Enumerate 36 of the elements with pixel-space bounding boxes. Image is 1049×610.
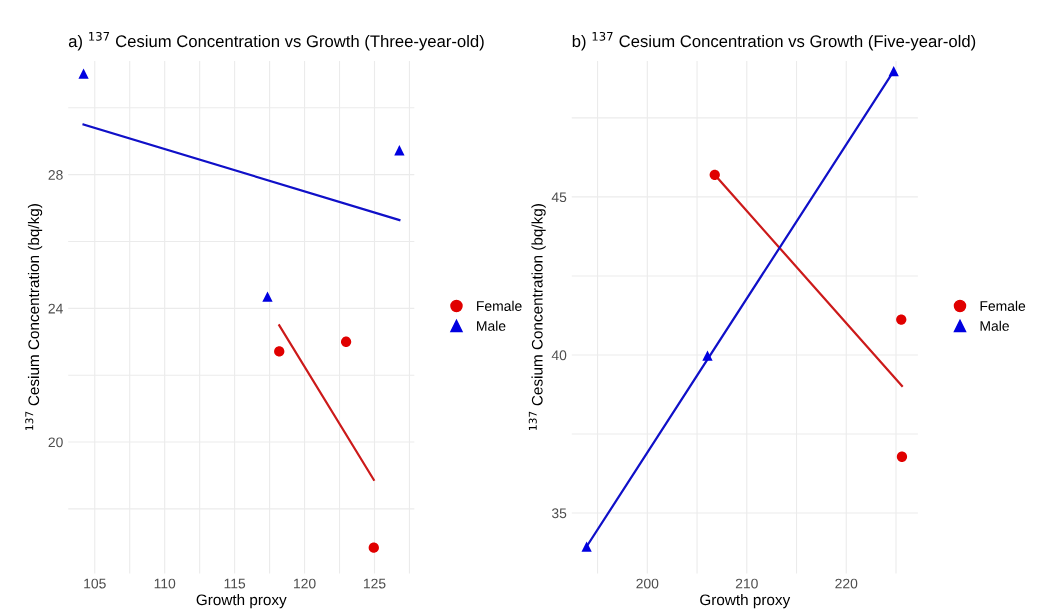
x-axis-title: Growth proxy	[196, 593, 287, 609]
point	[896, 451, 908, 462]
chart-title: a) $^{137}$ Cesium Concentration vs Growth (Three-year-old)	[68, 31, 484, 51]
point	[78, 68, 89, 79]
point	[702, 350, 713, 361]
y-axis-title: $^{137}$ Cesium Concentration (bq/kg)	[528, 204, 546, 430]
y-tick-label: 28	[48, 169, 63, 180]
x-tick-label: 210	[735, 578, 758, 589]
point	[896, 314, 907, 325]
legend-label: Male	[980, 320, 1009, 331]
point	[262, 291, 273, 302]
point	[888, 65, 899, 77]
x-tick-label: 110	[154, 578, 176, 589]
x-axis-title: Growth proxy	[700, 593, 791, 609]
point	[274, 346, 285, 357]
point	[709, 169, 720, 180]
x-tick-label: 125	[363, 578, 386, 589]
legend-label: Female	[477, 300, 522, 311]
y-tick-label: 24	[48, 303, 63, 314]
x-tick-label: 120	[294, 578, 316, 589]
y-tick-label: 40	[551, 350, 567, 361]
point	[394, 145, 405, 156]
point	[368, 542, 379, 553]
point	[340, 336, 352, 347]
legend-label: Male	[477, 320, 506, 331]
x-tick-label: 115	[224, 578, 246, 589]
y-tick-label: 20	[48, 437, 63, 448]
legend-label: Female	[980, 300, 1026, 311]
y-axis-title: $^{137}$ Cesium Concentration (bq/kg)	[25, 204, 43, 430]
y-tick-label: 45	[551, 192, 567, 203]
y-tick-label: 35	[551, 508, 567, 519]
x-tick-label: 220	[835, 578, 858, 589]
x-tick-label: 200	[636, 578, 659, 589]
x-tick-label: 105	[84, 578, 106, 589]
point	[581, 541, 592, 552]
chart-title: b) $^{137}$ Cesium Concentration vs Growth (Five-year-old)	[572, 31, 976, 51]
